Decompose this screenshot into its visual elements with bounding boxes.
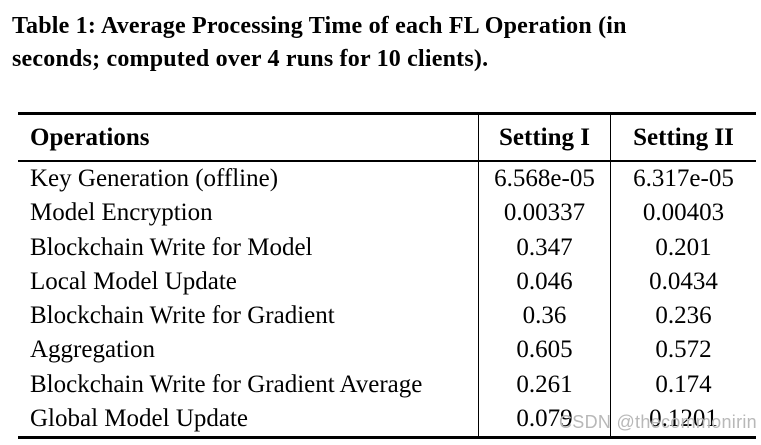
setting2-value: 0.0434: [610, 264, 756, 299]
table-body: Key Generation (offline) 6.568e-05 6.317…: [18, 162, 756, 436]
table-row: Blockchain Write for Gradient Average 0.…: [18, 367, 756, 402]
table-row: Blockchain Write for Gradient 0.36 0.236: [18, 299, 756, 334]
setting2-value: 0.00403: [610, 196, 756, 231]
table-caption-line1: Table 1: Average Processing Time of each…: [12, 13, 627, 39]
setting2-value: 0.1201: [610, 401, 756, 436]
csdn-watermark: CSDN @thecommonirin: [558, 412, 757, 432]
table-header-row: Operations Setting I Setting II: [18, 115, 756, 162]
operation-name: Aggregation: [30, 336, 155, 364]
setting2-value: 0.174: [610, 367, 756, 402]
setting1-value: 0.605: [478, 333, 610, 368]
operation-name: Global Model Update: [30, 404, 249, 432]
setting2-value: 0.236: [610, 299, 756, 334]
setting1-value: 6.568e-05: [478, 162, 610, 197]
setting1-value: 0.079: [478, 401, 610, 436]
setting1-value: 0.00337: [478, 196, 610, 231]
setting1-value: 0.261: [478, 367, 610, 402]
table-row: Local Model Update 0.046 0.0434: [18, 264, 756, 299]
table-row: Global Model Update 0.079 0.1201: [18, 401, 756, 436]
table-row: Model Encryption 0.00337 0.00403: [18, 196, 756, 231]
table-row: Aggregation 0.605 0.572: [18, 333, 756, 368]
operation-name: Blockchain Write for Model: [30, 233, 313, 261]
setting2-value: 0.201: [610, 230, 756, 265]
operation-name: Key Generation (offline): [30, 165, 279, 193]
operation-name: Blockchain Write for Gradient Average: [30, 370, 423, 398]
table-row: Key Generation (offline) 6.568e-05 6.317…: [18, 162, 756, 197]
header-setting-2: Setting II: [610, 115, 756, 160]
operation-name: Blockchain Write for Gradient: [30, 302, 335, 330]
setting2-value: 0.572: [610, 333, 756, 368]
operation-name: Local Model Update: [30, 267, 237, 295]
header-operations: Operations: [30, 123, 150, 151]
operation-name: Model Encryption: [30, 199, 213, 227]
table-caption-line2: seconds; computed over 4 runs for 10 cli…: [12, 46, 489, 72]
setting2-value: 6.317e-05: [610, 162, 756, 197]
table-caption: Table 1: Average Processing Time of each…: [12, 10, 757, 76]
fl-operations-table: Operations Setting I Setting II Key Gene…: [18, 112, 756, 439]
setting1-value: 0.347: [478, 230, 610, 265]
header-setting-1: Setting I: [478, 115, 610, 160]
table-row: Blockchain Write for Model 0.347 0.201: [18, 230, 756, 265]
setting1-value: 0.36: [478, 299, 610, 334]
setting1-value: 0.046: [478, 264, 610, 299]
